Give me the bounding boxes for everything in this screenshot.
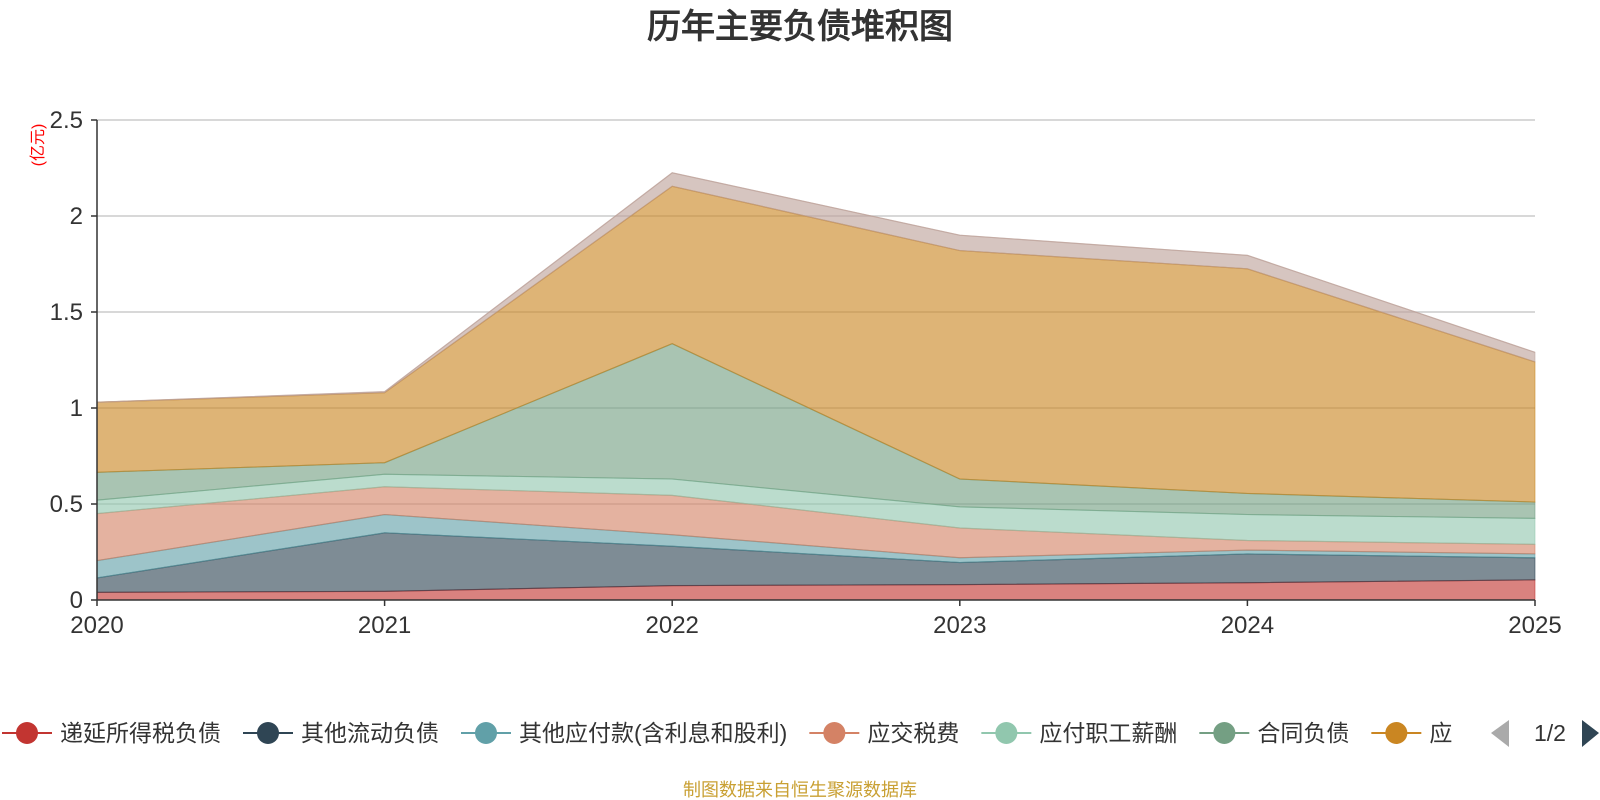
legend-label: 递延所得税负债 [60,720,221,746]
legend-item[interactable]: 其他流动负债 [243,720,439,746]
chart-title: 历年主要负债堆积图 [647,8,953,46]
area-series-group [96,172,1536,601]
legend-marker [823,722,846,744]
y-tick-label: 0 [70,587,83,614]
legend-page-indicator: 1/2 [1534,720,1566,746]
legend-marker [1385,722,1408,744]
legend-marker [16,722,38,744]
x-tick-label: 2020 [70,612,123,639]
legend-label: 应交税费 [867,720,959,746]
legend-marker [1213,722,1236,744]
legend-item[interactable]: 应交税费 [809,720,959,746]
data-source-note: 制图数据来自恒生聚源数据库 [683,780,917,800]
legend-label: 其他应付款(含利息和股利) [519,720,787,746]
x-tick-label: 2025 [1508,612,1561,639]
legend-item[interactable]: 其他应付款(含利息和股利) [461,720,787,746]
legend-item[interactable]: 应 [1371,720,1452,746]
y-tick-label: 2 [70,203,83,230]
x-tick-label: 2021 [358,612,411,639]
legend-label: 应 [1429,720,1452,746]
y-tick-label: 0.5 [50,491,83,518]
legend-label: 合同负债 [1257,720,1349,746]
legend-marker [257,722,279,744]
x-tick-label: 2022 [646,612,699,639]
legend-next-page-icon[interactable] [1582,720,1599,747]
legend-item[interactable]: 递延所得税负债 [2,720,221,746]
legend-pager[interactable]: 1/2 [1491,720,1599,747]
y-tick-label: 2.5 [50,107,83,134]
y-tick-label: 1 [70,395,83,422]
legend-items: 递延所得税负债 其他流动负债 其他应付款(含利息和股利) 应交税费 应付职工薪酬 合同负债… [2,720,1452,746]
y-tick-label: 1.5 [50,299,83,326]
area-series-edge-7 [96,172,1536,403]
legend-marker [995,722,1018,744]
legend-item[interactable]: 合同负债 [1199,720,1349,746]
y-axis-unit-label: (亿元) [29,124,47,167]
legend-item[interactable]: 应付职工薪酬 [981,720,1177,746]
legend[interactable]: 递延所得税负债 其他流动负债 其他应付款(含利息和股利) 应交税费 应付职工薪酬 合同负债… [2,720,1452,746]
x-tick-label: 2024 [1221,612,1274,639]
axes: 0 0.5 1 1.5 2 2.5 2020 2021 2022 2023 2024 2025 [50,107,1562,639]
x-tick-label: 2023 [933,612,986,639]
legend-prev-page-icon[interactable] [1491,720,1509,747]
legend-marker [475,722,497,744]
legend-label: 应付职工薪酬 [1039,720,1177,746]
legend-label: 其他流动负债 [301,720,439,746]
